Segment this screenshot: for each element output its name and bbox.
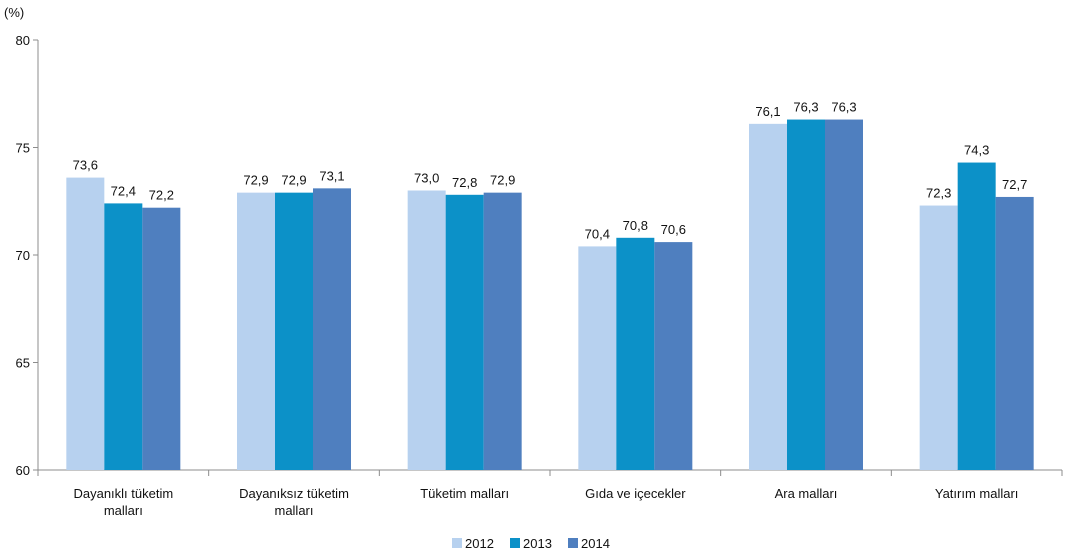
data-label: 72,4 <box>111 183 136 198</box>
bar <box>313 188 351 470</box>
data-label: 76,3 <box>831 100 856 115</box>
data-label: 70,8 <box>623 218 648 233</box>
legend-swatch <box>510 538 520 548</box>
data-label: 72,9 <box>243 173 268 188</box>
bar <box>445 194 484 471</box>
x-tick-label: malları <box>104 503 143 518</box>
bar <box>616 237 655 470</box>
data-label: 72,2 <box>149 188 174 203</box>
legend-label: 2014 <box>581 536 610 551</box>
data-label: 74,3 <box>964 143 989 158</box>
bar <box>483 192 522 470</box>
data-label: 72,7 <box>1002 177 1027 192</box>
y-axis-label: (%) <box>4 5 24 20</box>
data-label: 76,3 <box>793 100 818 115</box>
x-tick-label: malları <box>274 503 313 518</box>
bar <box>275 192 313 470</box>
x-tick-label: Tüketim malları <box>420 486 509 501</box>
bar <box>995 196 1034 470</box>
bars <box>66 119 1034 471</box>
bar <box>142 207 181 470</box>
y-tick-label: 75 <box>16 141 30 156</box>
bar <box>407 190 446 470</box>
bar <box>104 203 143 470</box>
bar <box>237 192 275 470</box>
legend-swatch <box>452 538 462 548</box>
legend-swatch <box>568 538 578 548</box>
x-axis: Dayanıklı tüketim malları Dayanıksız tüket… <box>37 469 1063 518</box>
legend-label: 2012 <box>465 536 494 551</box>
legend-label: 2013 <box>523 536 552 551</box>
bar <box>578 246 617 470</box>
data-label: 72,3 <box>926 186 951 201</box>
y-tick-label: 60 <box>16 463 30 478</box>
data-labels: 73,6 72,4 72,2 72,9 72,9 73,1 73,0 72,8 72,9 70,4… <box>73 100 1028 242</box>
y-tick-label: 80 <box>16 33 30 48</box>
legend: 2012 2013 2014 <box>452 536 610 551</box>
x-tick-label: Dayanıklı tüketim <box>73 486 173 501</box>
x-tick-label: Yatırım malları <box>935 486 1019 501</box>
bar <box>749 123 787 470</box>
data-label: 70,6 <box>661 222 686 237</box>
y-axis: 60 65 70 75 80 <box>16 33 39 478</box>
data-label: 73,6 <box>73 158 98 173</box>
data-label: 73,1 <box>319 168 344 183</box>
x-tick-label: Gıda ve içecekler <box>585 486 686 501</box>
data-label: 72,8 <box>452 175 477 190</box>
bar <box>825 119 863 471</box>
bar <box>957 162 996 471</box>
y-tick-label: 70 <box>16 248 30 263</box>
bar <box>654 242 693 470</box>
x-tick-label: Dayanıksız tüketim <box>239 486 349 501</box>
bar <box>919 205 958 471</box>
data-label: 76,1 <box>755 104 780 119</box>
y-tick-label: 65 <box>16 356 30 371</box>
bar <box>66 177 105 470</box>
x-tick-label: Ara malları <box>775 486 838 501</box>
data-label: 72,9 <box>490 173 515 188</box>
data-label: 72,9 <box>281 173 306 188</box>
bar <box>787 119 825 471</box>
data-label: 70,4 <box>585 226 610 241</box>
data-label: 73,0 <box>414 171 439 186</box>
